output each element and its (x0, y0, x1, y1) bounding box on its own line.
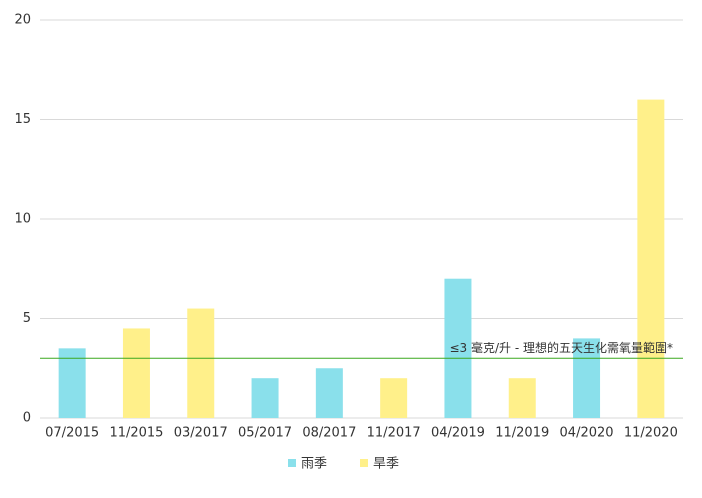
bar (122, 328, 150, 418)
x-tick-label: 08/2017 (302, 426, 356, 441)
legend-label: 旱季 (373, 457, 399, 472)
y-tick-label: 0 (23, 411, 31, 426)
bar (315, 368, 343, 418)
legend-label: 雨季 (301, 457, 327, 472)
x-tick-label: 11/2015 (109, 426, 163, 441)
y-tick-label: 10 (14, 212, 31, 227)
bar (573, 338, 601, 418)
x-tick-label: 04/2020 (560, 426, 614, 441)
bar (380, 378, 408, 418)
y-tick-label: 20 (14, 13, 31, 28)
x-tick-label: 11/2019 (495, 426, 549, 441)
legend-swatch (360, 459, 368, 467)
x-tick-label: 07/2015 (45, 426, 99, 441)
bar (637, 99, 665, 418)
x-tick-label: 03/2017 (174, 426, 228, 441)
y-tick-label: 15 (14, 112, 31, 127)
reference-label: ≤3 毫克/升 - 理想的五天生化需氧量範圍* (449, 340, 673, 355)
x-tick-label: 11/2020 (624, 426, 678, 441)
bar (187, 308, 215, 418)
x-tick-label: 04/2019 (431, 426, 485, 441)
x-tick-label: 05/2017 (238, 426, 292, 441)
bar (508, 378, 536, 418)
legend-swatch (288, 459, 296, 467)
y-tick-label: 5 (23, 311, 31, 326)
bar (444, 278, 472, 418)
x-tick-label: 11/2017 (367, 426, 421, 441)
bar (58, 348, 86, 418)
bar (251, 378, 279, 418)
